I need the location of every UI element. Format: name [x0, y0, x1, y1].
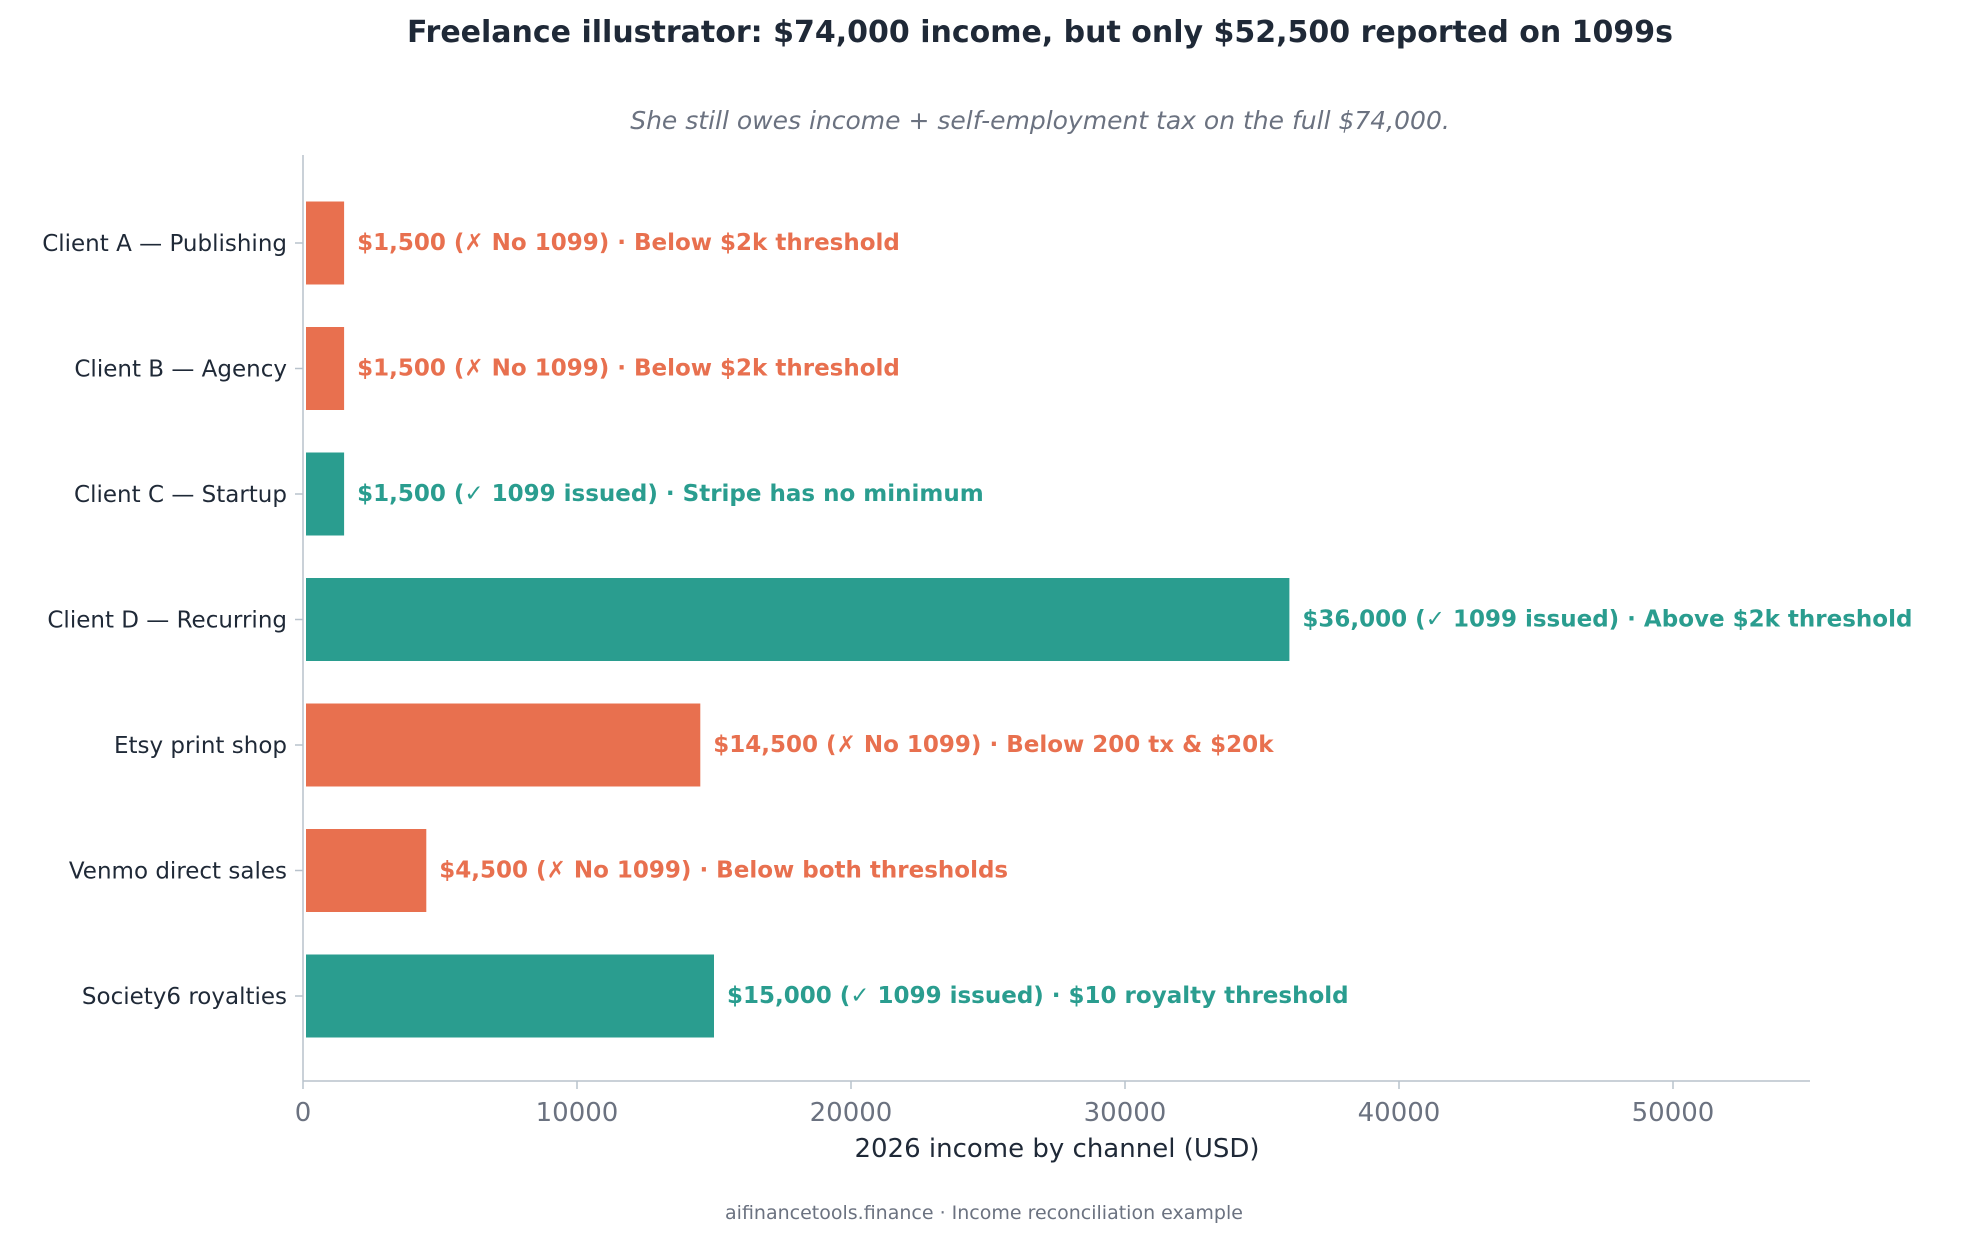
- category-label: Venmo direct sales: [69, 859, 287, 885]
- bar: [306, 954, 714, 1038]
- bar: [306, 327, 345, 410]
- data-labels: $1,500 (✗ No 1099) · Below $2k threshold…: [357, 230, 1912, 1009]
- bar: [306, 201, 345, 285]
- bar: [306, 703, 701, 787]
- data-label: $1,500 (✓ 1099 issued) · Stripe has no m…: [357, 481, 984, 507]
- x-tick-label: 10000: [536, 1098, 619, 1128]
- x-tick-label: 20000: [810, 1098, 893, 1128]
- footer-source: aifinancetools.finance · Income reconcil…: [725, 1202, 1243, 1224]
- data-label: $14,500 (✗ No 1099) · Below 200 tx & $20…: [713, 732, 1274, 758]
- data-label: $36,000 (✓ 1099 issued) · Above $2k thre…: [1302, 607, 1912, 633]
- bar: [306, 829, 427, 912]
- category-label: Society6 royalties: [82, 984, 287, 1010]
- x-tick-label: 0: [295, 1098, 312, 1128]
- data-label: $4,500 (✗ No 1099) · Below both threshol…: [439, 858, 1008, 884]
- chart-title: Freelance illustrator: $74,000 income, b…: [407, 15, 1673, 50]
- data-label: $15,000 (✓ 1099 issued) · $10 royalty th…: [727, 983, 1349, 1009]
- x-tick-label: 40000: [1358, 1098, 1441, 1128]
- data-label: $1,500 (✗ No 1099) · Below $2k threshold: [357, 356, 900, 382]
- data-label: $1,500 (✗ No 1099) · Below $2k threshold: [357, 230, 900, 256]
- category-label: Client D — Recurring: [47, 608, 287, 634]
- chart-subtitle: She still owes income + self-employment …: [630, 106, 1450, 135]
- bar: [306, 578, 1290, 661]
- x-tick-label: 30000: [1084, 1098, 1167, 1128]
- bar: [306, 452, 345, 536]
- x-ticks: 0 10000 20000 30000 40000 50000: [295, 1081, 1715, 1128]
- category-label: Etsy print shop: [114, 733, 287, 759]
- category-label: Client A — Publishing: [42, 231, 287, 257]
- category-label: Client B — Agency: [74, 357, 287, 383]
- bars-group: [306, 201, 1290, 1038]
- x-tick-label: 50000: [1632, 1098, 1715, 1128]
- category-label: Client C — Startup: [74, 482, 287, 508]
- category-labels: Client A — Publishing Client B — Agency Cl…: [42, 231, 303, 1010]
- x-axis-label: 2026 income by channel (USD): [854, 1134, 1259, 1164]
